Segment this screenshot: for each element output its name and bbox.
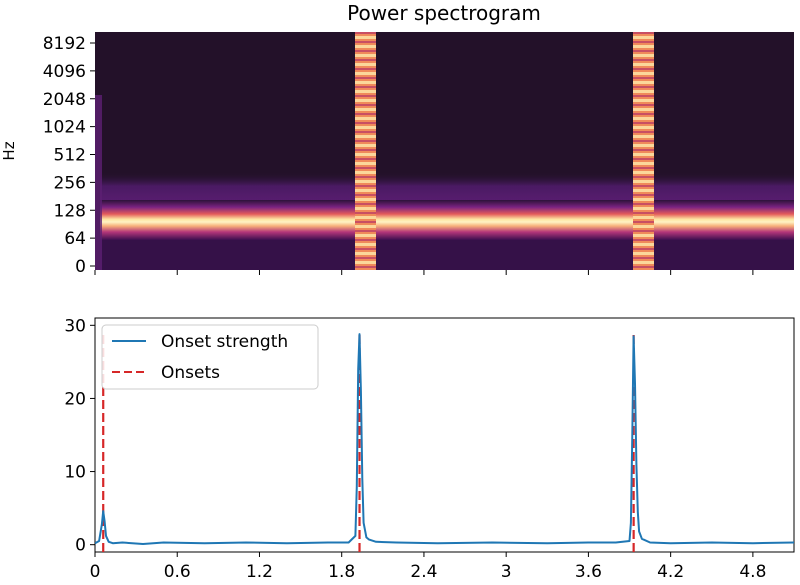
spectrogram-ytick-label: 128: [54, 201, 86, 221]
spectrogram-yaxis: 0 64 128 256 512 1024 2048 4096 8192: [43, 34, 95, 277]
legend: Onset strength Onsets: [101, 324, 319, 390]
spectrogram-title: Power spectrogram: [347, 1, 541, 25]
legend-box: [101, 324, 319, 390]
onset-xtick-label: 4.2: [657, 562, 684, 582]
onset-panel: 0 10 20 30 0 0.6 1.2 1.8 2.4 3 3.6 4.2 4.8 Onset st…: [64, 316, 795, 582]
onset-plot-frame: [94, 317, 795, 553]
onset-xtick-label: 4.8: [739, 562, 766, 582]
spectrogram-ytick-label: 1024: [43, 118, 86, 138]
spectrogram-ylabel: Hz: [0, 141, 18, 160]
spectrogram-ytick-label: 4096: [43, 62, 86, 82]
spectrogram-ytick-label: 8192: [43, 34, 86, 54]
onset-xtick-label: 3: [501, 562, 512, 582]
onset-ytick-label: 0: [75, 536, 86, 556]
spectrogram-panel: Power spectrogram Hz 0 64 128 256 512 1024 204…: [0, 1, 794, 277]
spectrogram-ytick-label: 512: [54, 146, 86, 166]
spectrogram-onset-edge: [95, 95, 102, 270]
spectrogram-ytick-label: 0: [75, 257, 86, 277]
spectrogram-tone-band: [100, 200, 794, 240]
onset-yaxis: 0 10 20 30: [64, 316, 95, 556]
onset-xtick-label: 0.6: [164, 562, 191, 582]
onset-xtick-label: 2.4: [410, 562, 437, 582]
legend-label-onset-strength: Onset strength: [161, 332, 288, 352]
legend-label-onsets: Onsets: [161, 363, 220, 383]
spectrogram-ytick-label: 256: [54, 173, 86, 193]
onset-strength-line: [95, 333, 794, 545]
onset-xtick-label: 0: [90, 562, 101, 582]
spectrogram-image: [95, 32, 794, 270]
onset-xaxis: 0 0.6 1.2 1.8 2.4 3 3.6 4.2 4.8: [90, 552, 766, 582]
spectrogram-xaxis: [94, 270, 754, 275]
spectrogram-lowfreq-noise: [100, 238, 794, 270]
onset-ytick-label: 30: [64, 316, 86, 336]
onset-xtick-label: 1.8: [328, 562, 355, 582]
onset-ytick-label: 20: [64, 389, 86, 409]
onset-xtick-label: 3.6: [575, 562, 602, 582]
onset-ytick-label: 10: [64, 463, 86, 483]
spectrogram-burst-1: [355, 32, 376, 270]
spectrogram-ytick-label: 2048: [43, 90, 86, 110]
spectrogram-burst-2: [633, 32, 654, 270]
spectrogram-ytick-label: 64: [64, 229, 86, 249]
onset-xtick-label: 1.2: [246, 562, 273, 582]
